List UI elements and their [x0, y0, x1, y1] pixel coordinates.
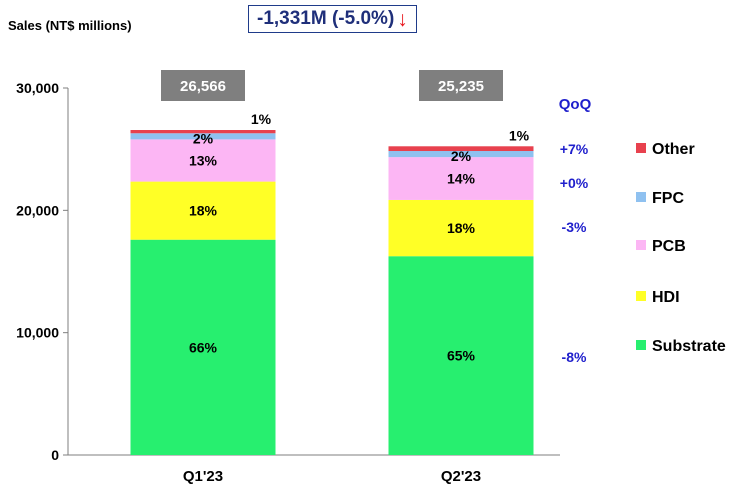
segment-label: 14%: [447, 171, 476, 187]
segment-label: 66%: [189, 339, 218, 355]
axes: 0 10,000 20,000 30,000: [16, 80, 560, 463]
bar-segment-fpc: [130, 133, 276, 140]
segment-label: 2%: [451, 148, 472, 164]
bar-segment-fpc: [388, 151, 534, 158]
bar-segment-hdi: [388, 199, 534, 257]
legend-swatch-substrate: [636, 340, 646, 350]
legend-label-substrate: Substrate: [652, 338, 726, 355]
qoq-value-fpc: +0%: [560, 175, 589, 191]
legend-swatch-hdi: [636, 291, 646, 301]
x-tick-label: Q2'23: [441, 468, 481, 485]
bars: 66% 18% 13% 2% 1% 26,566 Q1'23 65% 18% 14% 2% 1% 25,…: [130, 70, 534, 485]
bar-segment-substrate: [388, 256, 534, 455]
legend-swatch-pcb: [636, 240, 646, 250]
legend-label-fpc: FPC: [652, 190, 684, 207]
qoq-value-pcb: -3%: [562, 219, 587, 235]
bar-segment-other: [130, 130, 276, 134]
total-label: 26,566: [180, 78, 226, 95]
qoq-value-substrate: -8%: [562, 349, 587, 365]
segment-label: 18%: [447, 220, 476, 236]
bar-segment-other: [388, 146, 534, 152]
total-label: 25,235: [438, 78, 484, 95]
bar-segment-hdi: [130, 181, 276, 240]
qoq-title: QoQ: [559, 96, 592, 113]
qoq-value-other: +7%: [560, 141, 589, 157]
segment-label: 18%: [189, 203, 218, 219]
segment-label: 2%: [193, 130, 214, 146]
total-box: [419, 70, 503, 101]
segment-label: 13%: [189, 152, 218, 168]
legend-label-pcb: PCB: [652, 238, 686, 255]
y-tick-label: 20,000: [16, 202, 59, 218]
y-tick-label: 10,000: [16, 325, 59, 341]
segment-label: 65%: [447, 348, 476, 364]
y-tick-label: 30,000: [16, 80, 59, 96]
headline-text: -1,331M (-5.0%): [257, 8, 395, 29]
bar-segment-substrate: [130, 239, 276, 455]
x-tick-label: Q1'23: [183, 468, 223, 485]
y-tick-label: 0: [51, 447, 59, 463]
legend-swatch-fpc: [636, 192, 646, 202]
bar-segment-pcb: [130, 139, 276, 182]
y-axis-title: Sales (NT$ millions): [8, 18, 132, 33]
total-box: [161, 70, 245, 101]
segment-label: 1%: [251, 111, 272, 127]
legend: QoQ +7% +0% -3% -8% Other FPC PCB HDI Substrate: [559, 96, 726, 365]
segment-label: 1%: [509, 127, 530, 143]
bar-segment-pcb: [388, 157, 534, 200]
legend-label-other: Other: [652, 141, 695, 158]
headline-change-box: -1,331M (-5.0%) ↓: [248, 5, 417, 33]
down-arrow-icon: ↓: [397, 7, 408, 31]
legend-swatch-other: [636, 143, 646, 153]
legend-label-hdi: HDI: [652, 289, 680, 306]
